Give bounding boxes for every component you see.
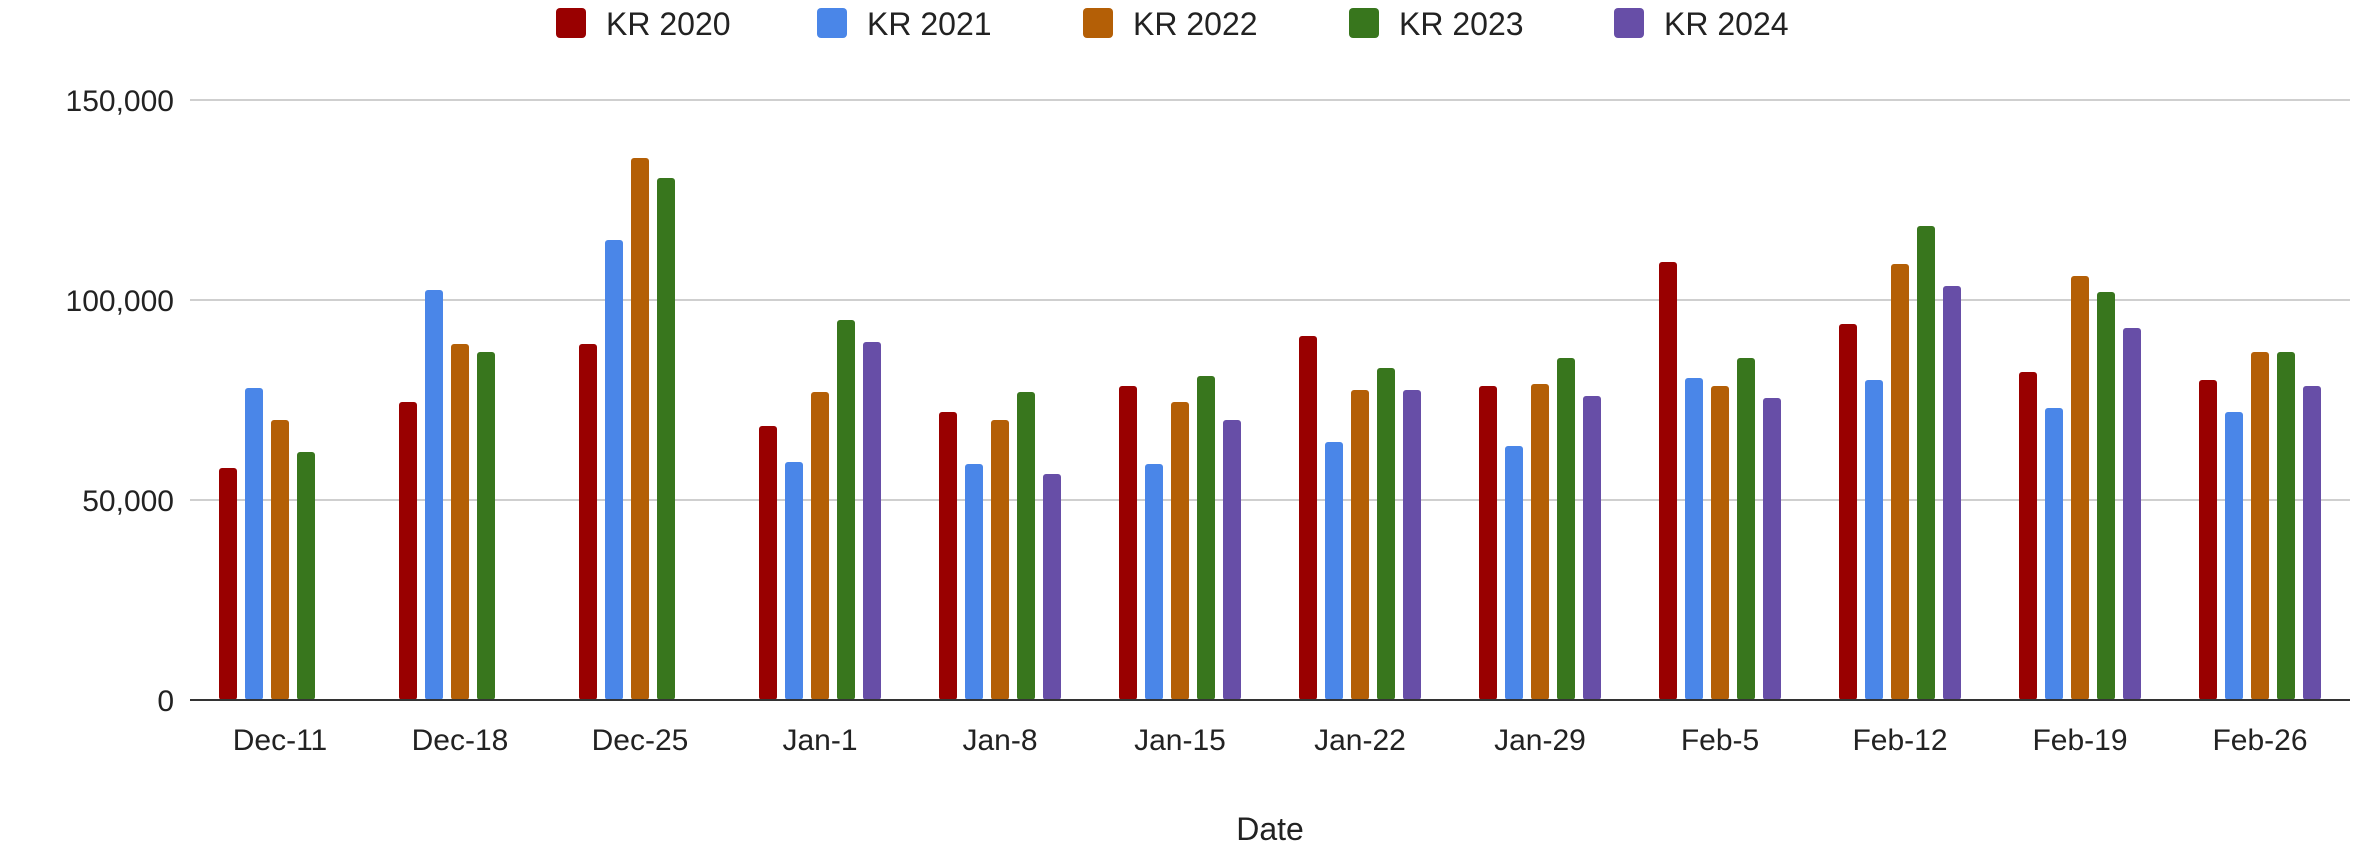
- bar-kr-2020-dec-11: [219, 468, 237, 700]
- bar-kr-2023-feb-12: [1917, 226, 1935, 700]
- bar-kr-2021-feb-12: [1865, 380, 1883, 700]
- bar-kr-2022-dec-18: [451, 344, 469, 700]
- y-tick-label: 50,000: [82, 485, 174, 518]
- bar-kr-2024-feb-19: [2123, 328, 2141, 700]
- x-tick-label: Dec-25: [592, 724, 689, 757]
- bar-kr-2020-jan-8: [939, 412, 957, 700]
- x-axis-ticks: Dec-11 Dec-18 Dec-25 Jan-1 Jan-8 Jan-15 Jan-22…: [233, 724, 2308, 757]
- bar-kr-2020-dec-18: [399, 402, 417, 700]
- bar-kr-2023-feb-26: [2277, 352, 2295, 700]
- legend-swatch: [556, 8, 586, 38]
- x-tick-label: Feb-19: [2032, 724, 2127, 757]
- bar-kr-2024-jan-22: [1403, 390, 1421, 700]
- bar-kr-2024-feb-26: [2303, 386, 2321, 700]
- x-tick-label: Dec-11: [233, 724, 327, 757]
- bar-kr-2020-jan-29: [1479, 386, 1497, 700]
- bar-kr-2022-feb-5: [1711, 386, 1729, 700]
- bar-kr-2022-dec-11: [271, 420, 289, 700]
- bar-kr-2024-jan-8: [1043, 474, 1061, 700]
- bar-kr-2020-feb-12: [1839, 324, 1857, 700]
- legend-swatch: [1614, 8, 1644, 38]
- legend-label: KR 2022: [1133, 6, 1258, 42]
- bar-kr-2023-jan-8: [1017, 392, 1035, 700]
- bar-kr-2022-jan-29: [1531, 384, 1549, 700]
- bar-kr-2022-feb-12: [1891, 264, 1909, 700]
- legend-label: KR 2023: [1399, 6, 1524, 42]
- bar-kr-2021-dec-18: [425, 290, 443, 700]
- bar-kr-2022-jan-15: [1171, 402, 1189, 700]
- bar-kr-2021-feb-5: [1685, 378, 1703, 700]
- legend-swatch: [1083, 8, 1113, 38]
- bar-kr-2024-feb-5: [1763, 398, 1781, 700]
- bar-kr-2020-dec-25: [579, 344, 597, 700]
- bar-kr-2021-feb-19: [2045, 408, 2063, 700]
- legend-label: KR 2021: [867, 6, 992, 42]
- bar-kr-2024-feb-12: [1943, 286, 1961, 700]
- bar-kr-2021-jan-15: [1145, 464, 1163, 700]
- bar-kr-2021-jan-29: [1505, 446, 1523, 700]
- bars: [219, 158, 2321, 700]
- bar-kr-2022-jan-1: [811, 392, 829, 700]
- bar-kr-2020-jan-22: [1299, 336, 1317, 700]
- bar-kr-2023-jan-22: [1377, 368, 1395, 700]
- bar-kr-2024-jan-1: [863, 342, 881, 700]
- bar-kr-2023-jan-15: [1197, 376, 1215, 700]
- x-axis-title: Date: [1236, 811, 1304, 847]
- bar-kr-2023-feb-5: [1737, 358, 1755, 700]
- bar-kr-2023-dec-11: [297, 452, 315, 700]
- y-tick-label: 0: [157, 685, 174, 718]
- bar-kr-2021-dec-11: [245, 388, 263, 700]
- bar-kr-2022-dec-25: [631, 158, 649, 700]
- legend: KR 2020 KR 2021 KR 2022 KR 2023 KR 2024: [556, 6, 1789, 42]
- gridlines: [190, 99, 2350, 501]
- legend-swatch: [817, 8, 847, 38]
- bar-kr-2023-jan-1: [837, 320, 855, 700]
- y-tick-label: 150,000: [66, 85, 174, 118]
- x-tick-label: Jan-1: [782, 724, 857, 757]
- legend-label: KR 2020: [606, 6, 731, 42]
- bar-kr-2023-jan-29: [1557, 358, 1575, 700]
- bar-kr-2021-jan-22: [1325, 442, 1343, 700]
- bar-kr-2020-jan-15: [1119, 386, 1137, 700]
- legend-label: KR 2024: [1664, 6, 1789, 42]
- bar-kr-2024-jan-29: [1583, 396, 1601, 700]
- legend-swatch: [1349, 8, 1379, 38]
- x-tick-label: Jan-15: [1134, 724, 1226, 757]
- bar-kr-2022-feb-19: [2071, 276, 2089, 700]
- bar-kr-2020-feb-5: [1659, 262, 1677, 700]
- bar-kr-2023-dec-25: [657, 178, 675, 700]
- x-tick-label: Jan-22: [1314, 724, 1406, 757]
- y-tick-label: 100,000: [66, 285, 174, 318]
- bar-kr-2020-jan-1: [759, 426, 777, 700]
- y-axis-ticks: 0 50,000 100,000 150,000: [66, 85, 174, 718]
- x-tick-label: Jan-8: [962, 724, 1037, 757]
- bar-kr-2021-jan-1: [785, 462, 803, 700]
- bar-kr-2023-feb-19: [2097, 292, 2115, 700]
- bar-kr-2022-jan-22: [1351, 390, 1369, 700]
- bar-kr-2022-jan-8: [991, 420, 1009, 700]
- bar-kr-2020-feb-26: [2199, 380, 2217, 700]
- bar-kr-2021-dec-25: [605, 240, 623, 700]
- x-tick-label: Feb-26: [2212, 724, 2307, 757]
- bar-kr-2021-jan-8: [965, 464, 983, 700]
- x-tick-label: Jan-29: [1494, 724, 1586, 757]
- bar-kr-2023-dec-18: [477, 352, 495, 700]
- x-tick-label: Dec-18: [412, 724, 509, 757]
- bar-kr-2022-feb-26: [2251, 352, 2269, 700]
- bar-kr-2020-feb-19: [2019, 372, 2037, 700]
- x-tick-label: Feb-5: [1681, 724, 1759, 757]
- x-tick-label: Feb-12: [1852, 724, 1947, 757]
- bar-kr-2024-jan-15: [1223, 420, 1241, 700]
- bar-kr-2021-feb-26: [2225, 412, 2243, 700]
